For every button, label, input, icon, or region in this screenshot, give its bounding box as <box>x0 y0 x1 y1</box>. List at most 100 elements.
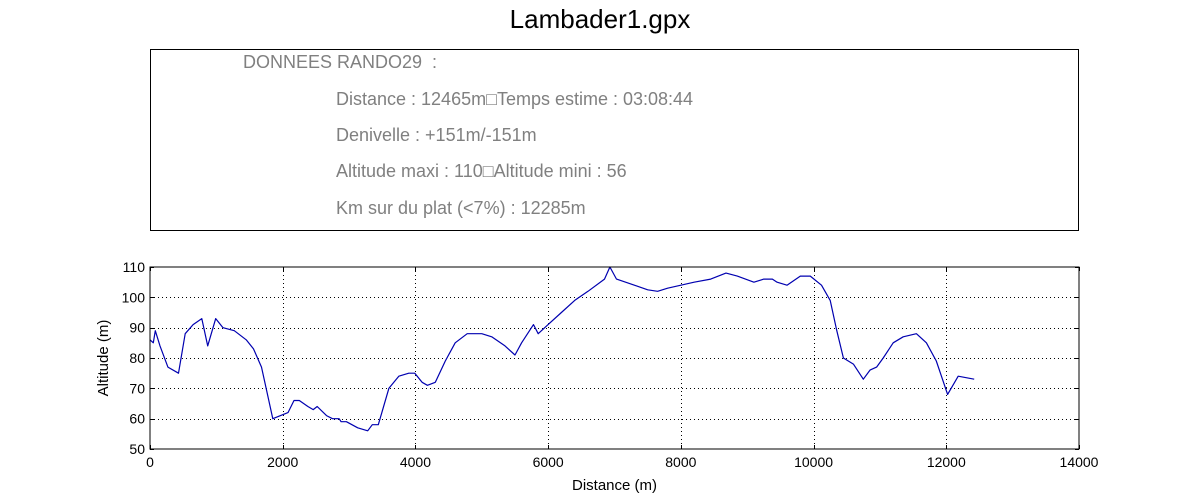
altitude-point <box>307 406 308 407</box>
altitude-point <box>414 373 415 374</box>
y-tick-label: 50 <box>129 441 145 457</box>
altitude-point <box>604 279 605 280</box>
altitude-point <box>159 345 160 346</box>
altitude-series-line <box>149 266 975 432</box>
altitude-point <box>521 342 522 343</box>
altitude-point <box>332 418 333 419</box>
altitude-point <box>313 409 314 410</box>
altitude-point <box>667 288 668 289</box>
altitude-point <box>222 327 223 328</box>
altitude-point <box>974 379 975 380</box>
x-axis-label: Distance (m) <box>572 477 657 494</box>
altitude-point <box>372 424 373 425</box>
altitude-point <box>246 339 247 340</box>
y-tick-label: 80 <box>129 350 145 366</box>
altitude-point <box>538 333 539 334</box>
x-tick-label: 14000 <box>1060 454 1099 470</box>
altitude-point <box>422 382 423 383</box>
altitude-point <box>763 279 764 280</box>
altitude-point <box>936 360 937 361</box>
info-distance-time: Distance : 12465m□Temps estime : 03:08:4… <box>336 89 694 109</box>
altitude-point <box>408 373 409 374</box>
x-tick-label: 12000 <box>927 454 966 470</box>
x-tick-label: 6000 <box>533 454 564 470</box>
altitude-point <box>341 421 342 422</box>
altitude-point <box>574 300 575 301</box>
altitude-point <box>533 324 534 325</box>
altitude-point <box>883 357 884 358</box>
altitude-point <box>616 279 617 280</box>
altitude-point <box>153 342 154 343</box>
altitude-point <box>272 418 273 419</box>
altitude-point <box>843 357 844 358</box>
altitude-point <box>481 333 482 334</box>
altitude-point <box>253 348 254 349</box>
altitude-point <box>491 336 492 337</box>
altitude-point <box>561 312 562 313</box>
altitude-point <box>853 364 854 365</box>
altitude-point <box>455 342 456 343</box>
altitude-point <box>514 354 515 355</box>
info-elevation-gain: Denivelle : +151m/-151m <box>336 125 537 145</box>
altitude-point <box>193 324 194 325</box>
altitude-point <box>772 279 773 280</box>
altitude-point <box>317 406 318 407</box>
altitude-point <box>737 276 738 277</box>
y-tick-label: 90 <box>129 320 145 336</box>
altitude-point <box>427 385 428 386</box>
altitude-point <box>694 282 695 283</box>
altitude-point <box>876 367 877 368</box>
chart-title: Lambader1.gpx <box>509 4 691 34</box>
altitude-point <box>167 367 168 368</box>
altitude-point <box>299 400 300 401</box>
altitude-point <box>947 394 948 395</box>
x-tick-label: 10000 <box>794 454 833 470</box>
x-tick-label: 0 <box>146 454 154 470</box>
info-box: DONNEES RANDO29 : Distance : 12465m□Temp… <box>150 49 1079 231</box>
x-tick-label: 4000 <box>400 454 431 470</box>
x-tick-label: 8000 <box>665 454 696 470</box>
altitude-point <box>810 276 811 277</box>
plot-frame <box>149 266 1080 450</box>
altitude-point <box>435 382 436 383</box>
grid-layer <box>150 267 1079 449</box>
altitude-point <box>357 427 358 428</box>
y-tick-label: 100 <box>122 289 146 305</box>
altitude-point <box>201 318 202 319</box>
info-flat-distance: Km sur du plat (<7%) : 12285m <box>336 198 586 218</box>
y-tick-label: 60 <box>129 411 145 427</box>
altitude-point <box>800 276 801 277</box>
altitude-point <box>725 273 726 274</box>
altitude-point <box>869 370 870 371</box>
altitude-point <box>346 421 347 422</box>
altitude-point <box>388 388 389 389</box>
altitude-point <box>287 412 288 413</box>
altitude-point <box>207 345 208 346</box>
altitude-point <box>445 360 446 361</box>
info-altitude-range: Altitude maxi : 110□Altitude mini : 56 <box>336 161 627 181</box>
altitude-point <box>893 342 894 343</box>
altitude-point <box>903 336 904 337</box>
info-heading: DONNEES RANDO29 : <box>243 52 438 72</box>
altitude-point <box>367 430 368 431</box>
altitude-point <box>680 285 681 286</box>
altitude-point <box>958 376 959 377</box>
altitude-point <box>339 418 340 419</box>
altitude-point <box>863 379 864 380</box>
altitude-point <box>821 285 822 286</box>
altitude-point <box>786 285 787 286</box>
y-tick-label: 110 <box>123 259 146 275</box>
altitude-point <box>634 285 635 286</box>
altitude-point <box>378 424 379 425</box>
y-axis-label: Altitude (m) <box>95 320 112 397</box>
altitude-point <box>836 330 837 331</box>
altitude-point <box>504 345 505 346</box>
altitude-point <box>293 400 294 401</box>
altitude-point <box>548 324 549 325</box>
altitude-point <box>830 300 831 301</box>
altitude-point <box>326 415 327 416</box>
series-layer <box>149 266 975 432</box>
altitude-point <box>398 376 399 377</box>
altitude-point <box>234 330 235 331</box>
